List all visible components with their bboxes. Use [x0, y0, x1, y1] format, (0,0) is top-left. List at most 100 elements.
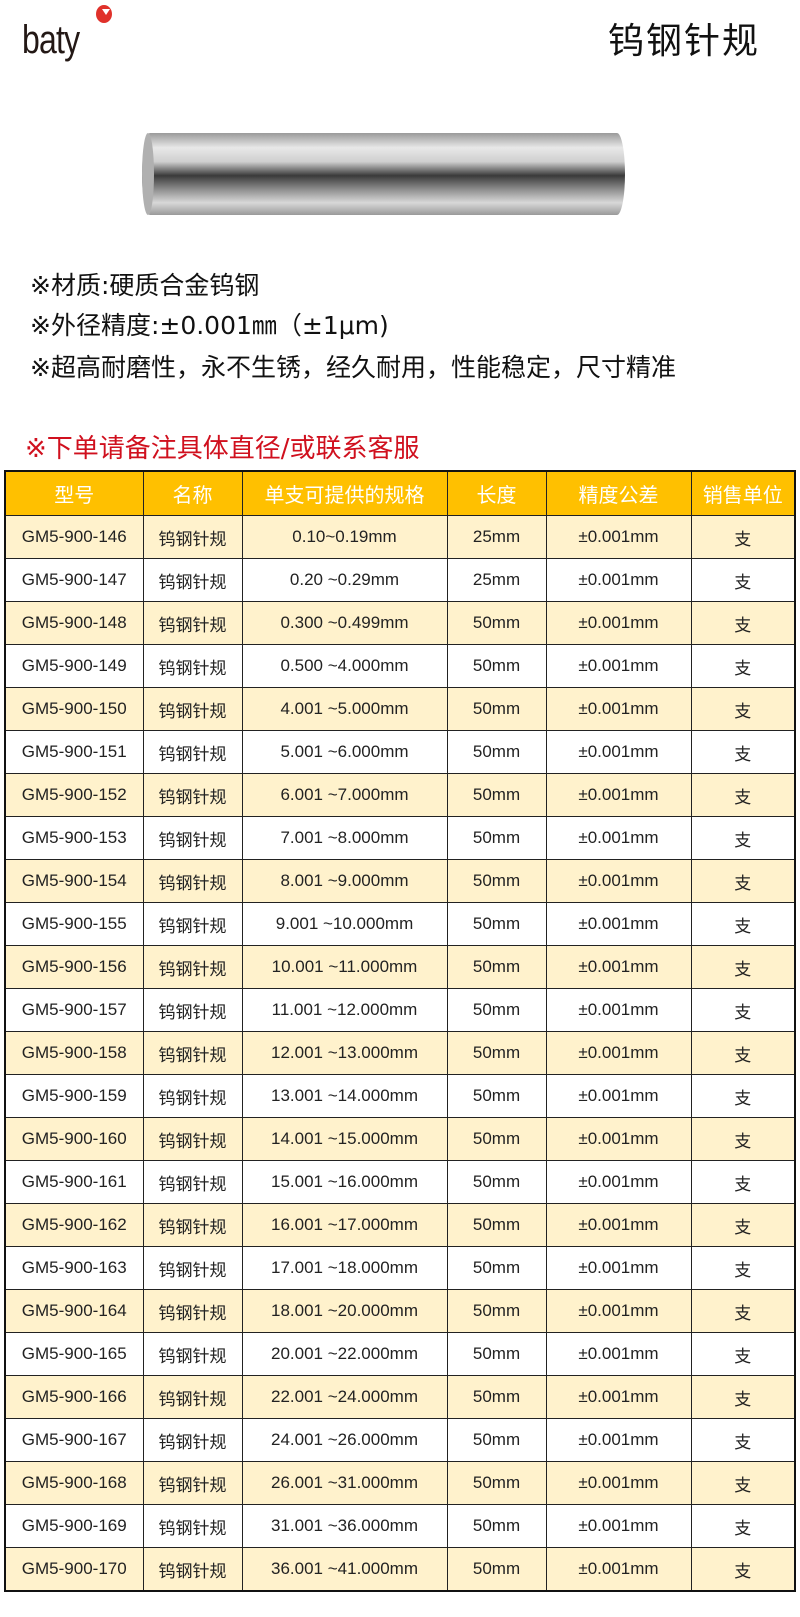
cell-unit: 支: [690, 1418, 796, 1462]
cell-length: 50mm: [446, 601, 547, 645]
cell-name: 钨钢针规: [142, 1418, 243, 1462]
cell-range: 10.001 ~11.000mm: [241, 945, 448, 989]
cell-range: 0.500 ~4.000mm: [241, 644, 448, 688]
cell-length: 50mm: [446, 1289, 547, 1333]
table-row: GM5-900-163 钨钢针规 17.001 ~18.000mm 50mm ±0.00…: [4, 1246, 796, 1290]
cell-name: 钨钢针规: [142, 1074, 243, 1118]
cell-tol: ±0.001mm: [545, 1246, 692, 1290]
cell-name: 钨钢针规: [142, 902, 243, 946]
cell-unit: 支: [690, 687, 796, 731]
cell-model: GM5-900-169: [4, 1504, 144, 1548]
cell-tol: ±0.001mm: [545, 1547, 692, 1592]
cell-tol: ±0.001mm: [545, 859, 692, 903]
cell-name: 钨钢针规: [142, 558, 243, 602]
cell-range: 22.001 ~24.000mm: [241, 1375, 448, 1419]
cell-model: GM5-900-162: [4, 1203, 144, 1247]
cell-range: 9.001 ~10.000mm: [241, 902, 448, 946]
cell-range: 6.001 ~7.000mm: [241, 773, 448, 817]
cell-length: 50mm: [446, 1418, 547, 1462]
cell-range: 7.001 ~8.000mm: [241, 816, 448, 860]
column-header: 精度公差: [545, 470, 692, 516]
spec-table: 型号 名称 单支可提供的规格 长度 精度公差 销售单位 GM5-900-146 钨钢针规 0.…: [4, 470, 796, 1592]
cell-length: 50mm: [446, 1117, 547, 1161]
cell-range: 24.001 ~26.000mm: [241, 1418, 448, 1462]
table-row: GM5-900-166 钨钢针规 22.001 ~24.000mm 50mm ±0.00…: [4, 1375, 796, 1419]
cell-length: 50mm: [446, 644, 547, 688]
table-row: GM5-900-151 钨钢针规 5.001 ~6.000mm 50mm ±0.001m…: [4, 730, 796, 774]
cell-name: 钨钢针规: [142, 730, 243, 774]
cell-length: 50mm: [446, 1160, 547, 1204]
cell-range: 4.001 ~5.000mm: [241, 687, 448, 731]
cell-model: GM5-900-167: [4, 1418, 144, 1462]
cell-name: 钨钢针规: [142, 773, 243, 817]
table-row: GM5-900-155 钨钢针规 9.001 ~10.000mm 50mm ±0.001…: [4, 902, 796, 946]
cell-tol: ±0.001mm: [545, 988, 692, 1032]
table-row: GM5-900-157 钨钢针规 11.001 ~12.000mm 50mm ±0.00…: [4, 988, 796, 1032]
cell-range: 12.001 ~13.000mm: [241, 1031, 448, 1075]
column-header: 单支可提供的规格: [241, 470, 448, 516]
cell-name: 钨钢针规: [142, 816, 243, 860]
table-row: GM5-900-170 钨钢针规 36.001 ~41.000mm 50mm ±0.00…: [4, 1547, 796, 1592]
table-row: GM5-900-153 钨钢针规 7.001 ~8.000mm 50mm ±0.001m…: [4, 816, 796, 860]
cell-model: GM5-900-151: [4, 730, 144, 774]
cell-range: 31.001 ~36.000mm: [241, 1504, 448, 1548]
cell-name: 钨钢针规: [142, 687, 243, 731]
cell-length: 50mm: [446, 1375, 547, 1419]
table-row: GM5-900-150 钨钢针规 4.001 ~5.000mm 50mm ±0.001m…: [4, 687, 796, 731]
cell-unit: 支: [690, 859, 796, 903]
table-row: GM5-900-162 钨钢针规 16.001 ~17.000mm 50mm ±0.00…: [4, 1203, 796, 1247]
cell-unit: 支: [690, 945, 796, 989]
column-header: 销售单位: [690, 470, 796, 516]
cell-tol: ±0.001mm: [545, 816, 692, 860]
cell-unit: 支: [690, 1031, 796, 1075]
cell-model: GM5-900-153: [4, 816, 144, 860]
cell-unit: 支: [690, 816, 796, 860]
cell-tol: ±0.001mm: [545, 515, 692, 559]
cell-name: 钨钢针规: [142, 1375, 243, 1419]
cell-length: 50mm: [446, 859, 547, 903]
table-row: GM5-900-165 钨钢针规 20.001 ~22.000mm 50mm ±0.00…: [4, 1332, 796, 1376]
cell-model: GM5-900-155: [4, 902, 144, 946]
cell-length: 50mm: [446, 1203, 547, 1247]
cell-tol: ±0.001mm: [545, 773, 692, 817]
cell-name: 钨钢针规: [142, 988, 243, 1032]
cell-range: 11.001 ~12.000mm: [241, 988, 448, 1032]
cell-model: GM5-900-146: [4, 515, 144, 559]
cell-model: GM5-900-157: [4, 988, 144, 1032]
cell-length: 50mm: [446, 1547, 547, 1592]
table-row: GM5-900-159 钨钢针规 13.001 ~14.000mm 50mm ±0.00…: [4, 1074, 796, 1118]
cell-tol: ±0.001mm: [545, 1289, 692, 1333]
order-note: ※下单请备注具体直径/或联系客服: [25, 434, 420, 464]
cell-model: GM5-900-149: [4, 644, 144, 688]
cell-model: GM5-900-168: [4, 1461, 144, 1505]
cell-model: GM5-900-160: [4, 1117, 144, 1161]
cell-name: 钨钢针规: [142, 644, 243, 688]
cell-unit: 支: [690, 988, 796, 1032]
table-row: GM5-900-160 钨钢针规 14.001 ~15.000mm 50mm ±0.00…: [4, 1117, 796, 1161]
cell-tol: ±0.001mm: [545, 558, 692, 602]
cell-length: 50mm: [446, 816, 547, 860]
gauge-pin-image: [142, 133, 625, 215]
page-title: 钨钢针规: [607, 21, 760, 62]
cell-model: GM5-900-165: [4, 1332, 144, 1376]
cell-name: 钨钢针规: [142, 945, 243, 989]
cell-name: 钨钢针规: [142, 1461, 243, 1505]
cell-unit: 支: [690, 515, 796, 559]
cell-unit: 支: [690, 1289, 796, 1333]
cell-name: 钨钢针规: [142, 1117, 243, 1161]
cell-length: 50mm: [446, 988, 547, 1032]
cell-length: 50mm: [446, 902, 547, 946]
cell-unit: 支: [690, 730, 796, 774]
cell-length: 25mm: [446, 558, 547, 602]
table-row: GM5-900-161 钨钢针规 15.001 ~16.000mm 50mm ±0.00…: [4, 1160, 796, 1204]
cell-tol: ±0.001mm: [545, 1375, 692, 1419]
cell-tol: ±0.001mm: [545, 1461, 692, 1505]
cell-name: 钨钢针规: [142, 1504, 243, 1548]
cell-name: 钨钢针规: [142, 515, 243, 559]
cell-tol: ±0.001mm: [545, 1332, 692, 1376]
cell-length: 50mm: [446, 1074, 547, 1118]
table-row: GM5-900-154 钨钢针规 8.001 ~9.000mm 50mm ±0.001m…: [4, 859, 796, 903]
cell-range: 0.20 ~0.29mm: [241, 558, 448, 602]
table-header-row: 型号 名称 单支可提供的规格 长度 精度公差 销售单位: [4, 470, 796, 516]
cell-range: 13.001 ~14.000mm: [241, 1074, 448, 1118]
